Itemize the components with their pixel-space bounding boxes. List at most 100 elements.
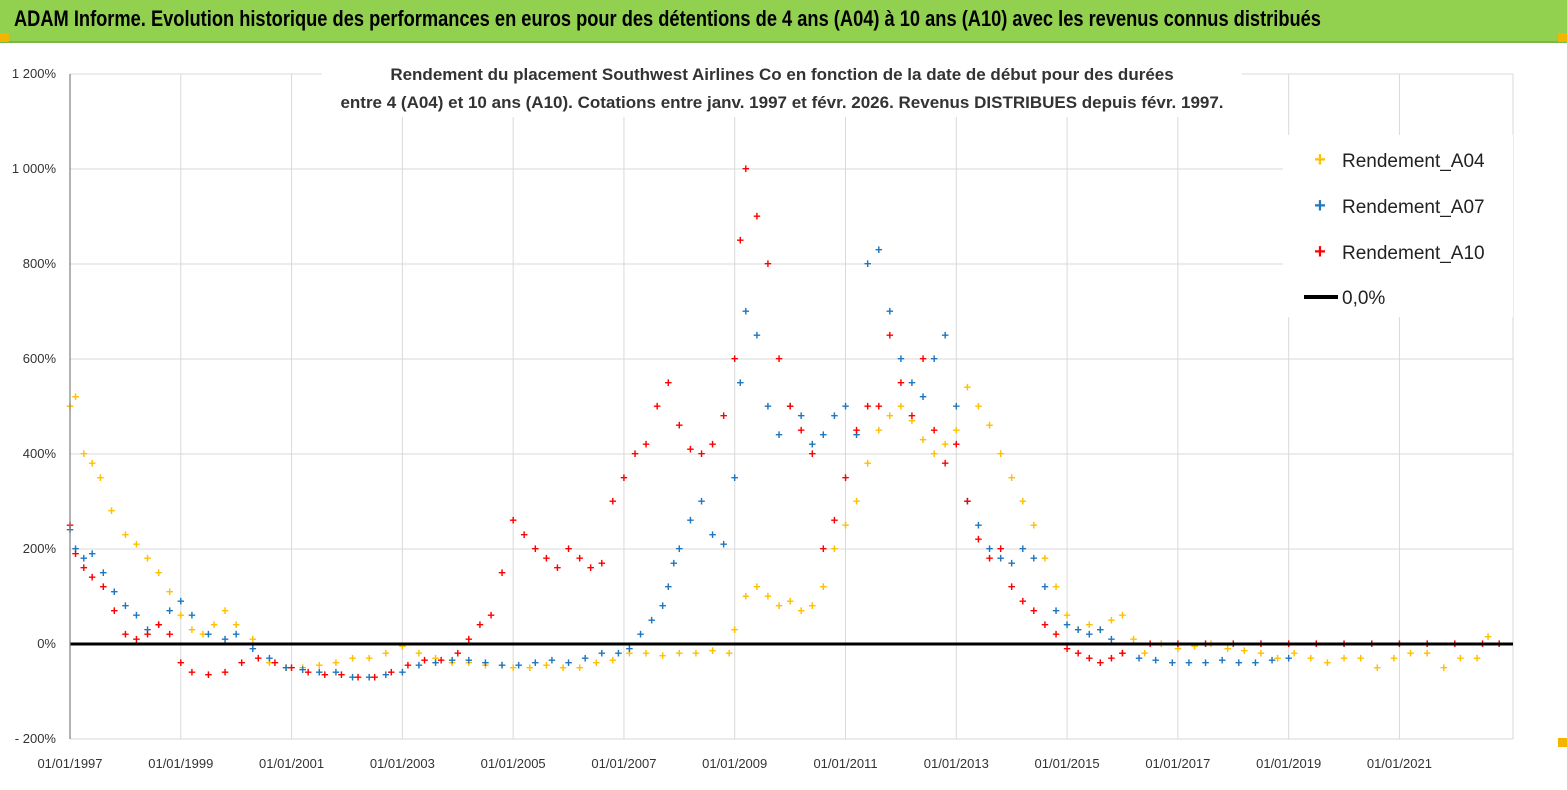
- a10-point: +: [288, 660, 296, 675]
- a07-point: +: [1019, 541, 1027, 556]
- a10-point: +: [221, 665, 229, 680]
- a10-point: +: [465, 631, 473, 646]
- a04-point: +: [797, 603, 805, 618]
- y-tick-label: - 200%: [15, 731, 57, 746]
- y-tick-label: 1 000%: [12, 161, 57, 176]
- a07-point: +: [282, 660, 290, 675]
- a07-point: +: [155, 617, 163, 632]
- a10-point: +: [188, 665, 196, 680]
- a10-point: +: [1008, 579, 1016, 594]
- a10-point: +: [808, 446, 816, 461]
- x-tick-label: 01/01/2011: [813, 756, 877, 771]
- a04-point: +: [1241, 643, 1249, 658]
- a07-point: +: [1268, 653, 1276, 668]
- a07-point: +: [1119, 646, 1127, 661]
- a07-point: +: [72, 541, 80, 556]
- a10-point: +: [853, 422, 861, 437]
- header-banner: ADAM Informe. Evolution historique des p…: [0, 0, 1567, 43]
- a04-point: +: [753, 579, 761, 594]
- points-layer: ++++++++++++ ++++++ + + + + + + + + + + + + + + + + + + + + + +…: [66, 161, 1503, 684]
- a04-point: +: [1407, 646, 1415, 661]
- a07-point: +: [1108, 631, 1116, 646]
- a04-point: +: [919, 432, 927, 447]
- a10-point: +: [842, 470, 850, 485]
- a04-point: +: [986, 418, 994, 433]
- a04-point: +: [1108, 612, 1116, 627]
- a07-point: +: [664, 579, 672, 594]
- a07-point: +: [637, 627, 645, 642]
- a10-point: +: [975, 532, 983, 547]
- a04-point: +: [908, 413, 916, 428]
- a07-point: +: [797, 408, 805, 423]
- chart-corner-bottom-right: [1558, 738, 1567, 747]
- a07-point: +: [598, 646, 606, 661]
- a10-point: +: [831, 513, 839, 528]
- a04-point: +: [80, 446, 88, 461]
- a07-point: +: [720, 536, 728, 551]
- a04-point: +: [1440, 660, 1448, 675]
- a04-point: +: [1274, 650, 1282, 665]
- a07-point: +: [853, 427, 861, 442]
- a07-point: +: [753, 327, 761, 342]
- a10-point: +: [387, 665, 395, 680]
- a10-point: +: [1041, 617, 1049, 632]
- a07-point: +: [1135, 650, 1143, 665]
- a10-point: +: [897, 375, 905, 390]
- a10-point: +: [576, 551, 584, 566]
- a10-point: +: [687, 441, 695, 456]
- a04-point: +: [1063, 608, 1071, 623]
- a07-point: +: [670, 555, 678, 570]
- a04-point: +: [1224, 641, 1232, 656]
- y-tick-label: 400%: [23, 446, 57, 461]
- a04-point: +: [842, 517, 850, 532]
- a07-point: +: [1085, 627, 1093, 642]
- a07-point: +: [764, 399, 772, 414]
- a04-point: +: [786, 593, 794, 608]
- a04-point: +: [853, 494, 861, 509]
- a10-point: +: [476, 617, 484, 632]
- a04-point: +: [526, 660, 534, 675]
- a04-point: +: [1030, 517, 1038, 532]
- a10-point: +: [421, 653, 429, 668]
- a10-point: +: [736, 232, 744, 247]
- a10-point: +: [72, 546, 80, 561]
- x-tick-label: 01/01/2019: [1256, 756, 1321, 771]
- a10-point: +: [753, 209, 761, 224]
- a07-point: +: [820, 427, 828, 442]
- a04-point: +: [1324, 655, 1332, 670]
- a07-point: +: [997, 551, 1005, 566]
- title-background: [322, 55, 1242, 117]
- a04-point: +: [609, 653, 617, 668]
- a10-point: +: [487, 608, 495, 623]
- a07-point: +: [709, 527, 717, 542]
- a07-point: +: [786, 399, 794, 414]
- a04-point: +: [399, 638, 407, 653]
- a04-point: +: [144, 551, 152, 566]
- a10-point: +: [709, 437, 717, 452]
- a10-point: +: [371, 669, 379, 684]
- a04-point: +: [964, 380, 972, 395]
- a10-point: +: [1019, 593, 1027, 608]
- a07-point: +: [581, 650, 589, 665]
- a07-point: +: [1097, 622, 1105, 637]
- a04-point: +: [177, 608, 185, 623]
- a07-point: +: [498, 657, 506, 672]
- a04-point: +: [808, 598, 816, 613]
- a10-point: +: [404, 657, 412, 672]
- a10-point: +: [664, 375, 672, 390]
- a07-point: +: [144, 622, 152, 637]
- legend-label-a04: Rendement_A04: [1342, 151, 1485, 172]
- a10-point: +: [80, 560, 88, 575]
- a10-point: +: [509, 513, 517, 528]
- a07-point: +: [1252, 655, 1260, 670]
- a10-point: +: [255, 650, 263, 665]
- a07-point: +: [266, 650, 274, 665]
- a04-point: +: [155, 565, 163, 580]
- a04-point: +: [1019, 494, 1027, 509]
- y-tick-label: 800%: [23, 256, 57, 271]
- a07-point: +: [775, 427, 783, 442]
- a10-point: +: [1097, 655, 1105, 670]
- a10-point: +: [166, 627, 174, 642]
- a07-point: +: [886, 304, 894, 319]
